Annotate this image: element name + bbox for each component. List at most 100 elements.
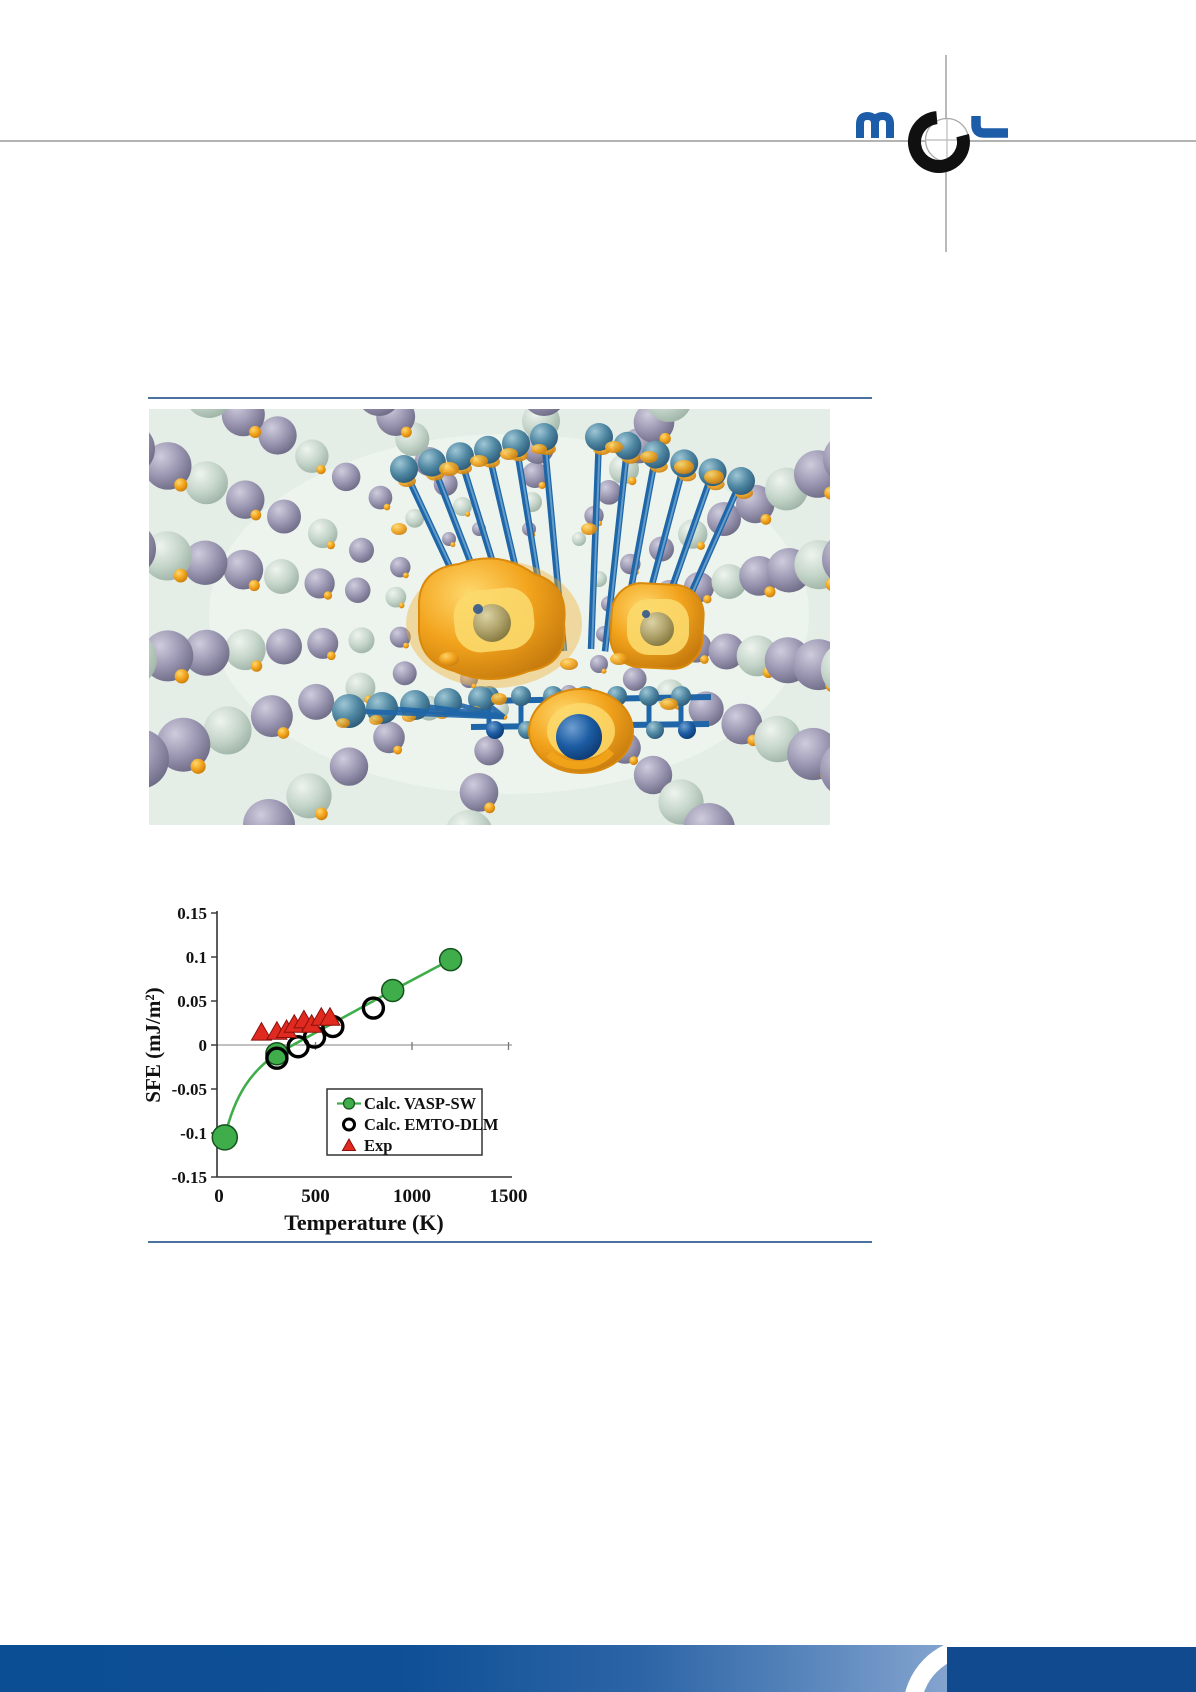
gold-dot	[464, 511, 471, 517]
y-tick-label: 0	[199, 1036, 208, 1055]
steel-atom	[585, 423, 613, 451]
y-tick-label: 0.15	[177, 904, 207, 923]
gold-dot	[484, 802, 496, 814]
atom-sphere	[721, 703, 763, 745]
atom-sphere	[787, 727, 830, 781]
legend-label: Exp	[364, 1136, 392, 1155]
gold-dot	[403, 572, 409, 579]
gold-dot	[825, 577, 830, 591]
gold-dot	[173, 568, 188, 583]
legend-marker-vasp-sw	[342, 1097, 356, 1110]
atom-sphere	[258, 416, 297, 455]
atom-sphere	[149, 630, 194, 682]
gold-dot	[326, 651, 336, 661]
gold-blob	[660, 698, 678, 710]
atom-sphere	[298, 683, 335, 720]
atom-sphere	[474, 736, 504, 766]
atom-sphere	[226, 480, 265, 519]
x-tick-label: 0	[214, 1186, 224, 1207]
atom-sphere	[331, 462, 361, 492]
atom-sphere	[405, 508, 425, 528]
gold-dot	[764, 586, 776, 598]
atom-sphere	[385, 586, 407, 608]
atom-sphere	[362, 409, 396, 416]
gold-dot	[190, 758, 206, 774]
gold-blob	[610, 653, 628, 665]
atom-sphere	[459, 773, 499, 812]
atom-sphere	[373, 721, 405, 754]
y-axis-title: SFE (mJ/m²)	[141, 987, 165, 1102]
central-atom	[640, 612, 674, 646]
gold-dot	[249, 425, 262, 439]
y-tick-label: 0.1	[186, 948, 207, 967]
header-hairline	[0, 140, 1196, 142]
atom-sphere	[185, 461, 228, 505]
atom-sphere	[821, 648, 830, 690]
gold-dot	[538, 481, 546, 490]
atom-sphere	[267, 499, 301, 534]
gold-dot	[760, 514, 772, 525]
atom-sphere	[295, 439, 329, 473]
steel-atom	[646, 721, 664, 739]
atom-sphere	[149, 639, 157, 679]
gold-dot	[628, 476, 637, 486]
atom-sphere	[392, 661, 417, 686]
gold-blob	[640, 451, 658, 463]
steel-atom	[511, 686, 531, 706]
atom-sphere	[149, 432, 155, 466]
atom-sphere	[590, 655, 608, 673]
atom-sphere	[308, 518, 338, 549]
rule-below-chart	[148, 1241, 872, 1243]
data-point-vasp-sw	[211, 1124, 239, 1151]
gold-blob	[439, 462, 459, 476]
gold-blob	[704, 470, 724, 484]
atom-sphere	[527, 409, 561, 416]
gold-blob	[369, 715, 383, 725]
legend-marker-exp	[341, 1137, 357, 1151]
atom-sphere	[389, 626, 411, 648]
atom-sphere	[149, 730, 169, 788]
y-tick-label: 0.05	[177, 992, 207, 1011]
atom-sphere	[243, 799, 295, 825]
footer-swoosh-arc	[903, 1645, 947, 1692]
central-atom	[473, 604, 511, 642]
data-point-emto-dlm	[265, 1046, 289, 1070]
navy-atom	[556, 714, 602, 760]
gold-dot	[248, 579, 260, 592]
steel-atom	[530, 423, 558, 451]
atom-sphere	[286, 773, 332, 819]
atom-sphere	[329, 747, 369, 786]
y-tick-label: -0.1	[180, 1124, 207, 1143]
steel-atom	[678, 721, 696, 739]
atom-sphere	[224, 629, 266, 671]
logo-letter-l	[971, 116, 1008, 138]
data-point-vasp-sw	[438, 947, 463, 972]
gold-blob	[674, 460, 694, 474]
gold-dot	[703, 594, 712, 604]
legend-marker-emto-dlm	[342, 1117, 356, 1132]
atom-sphere	[794, 540, 830, 590]
atom-sphere	[648, 409, 690, 422]
gold-blob	[470, 455, 488, 467]
gold-blob	[439, 652, 459, 666]
atom-sphere	[149, 531, 192, 581]
gold-dot	[398, 602, 405, 609]
data-point-exp	[250, 1021, 273, 1041]
atom-sphere	[183, 540, 228, 585]
steel-atom	[639, 686, 659, 706]
gold-dot	[315, 807, 328, 821]
atom-sphere	[683, 803, 735, 825]
atom-sphere	[264, 559, 299, 594]
mcl-logo	[856, 111, 1008, 173]
atom-sphere	[794, 450, 830, 498]
atom-sphere	[250, 695, 293, 738]
atom-sphere	[266, 628, 302, 665]
atom-sphere	[708, 633, 745, 670]
footer-bar-left	[0, 1645, 947, 1692]
atom-sphere	[149, 442, 192, 490]
gold-dot	[601, 668, 607, 674]
rule-above-figure	[148, 397, 872, 399]
atom-sphere	[522, 462, 548, 488]
legend-label: Calc. VASP-SW	[364, 1094, 477, 1113]
